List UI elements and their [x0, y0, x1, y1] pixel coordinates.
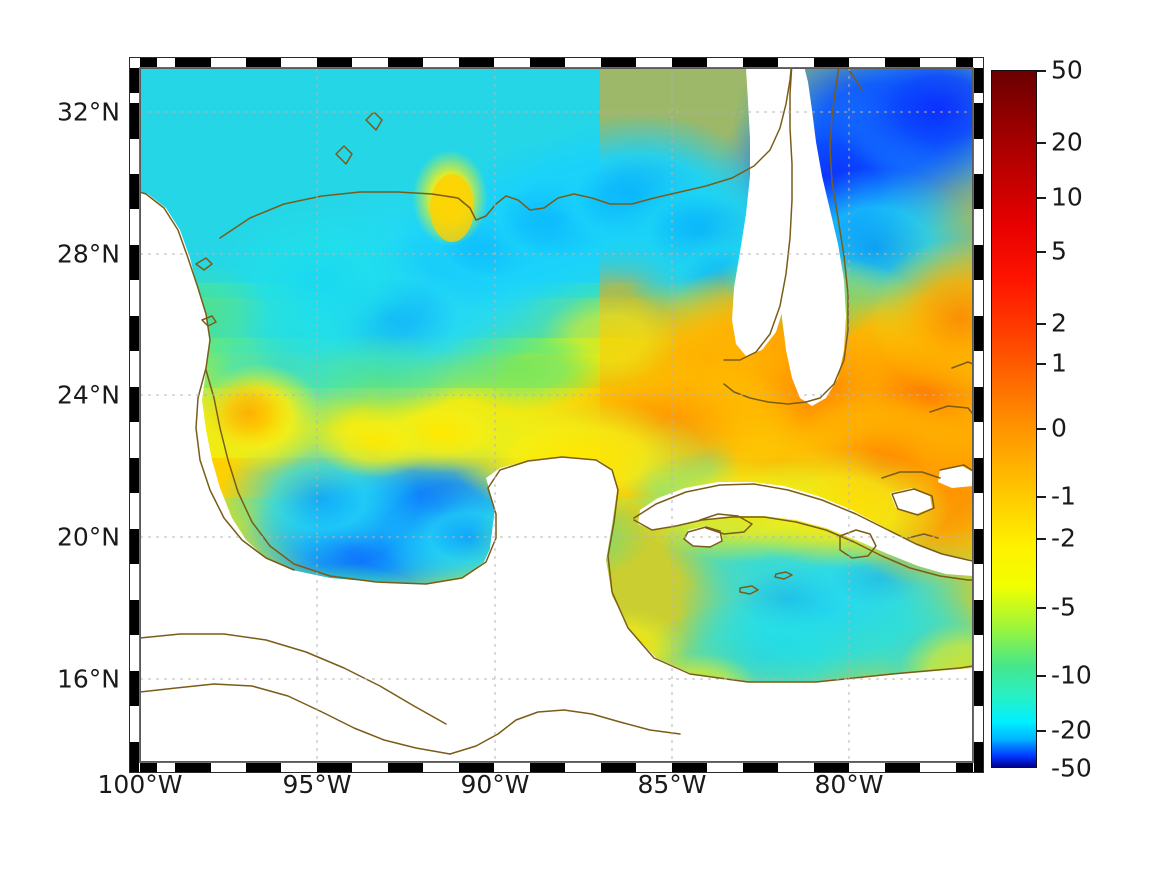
x-tick-label-85W: 85°W [637, 770, 707, 799]
map-plot-area[interactable] [129, 57, 984, 773]
colorbar-tick-10 [1037, 197, 1046, 199]
colorbar-tick-neg10 [1037, 675, 1046, 677]
x-tick-label-100W: 100°W [97, 770, 183, 799]
map-clip [140, 68, 973, 762]
colorbar-label-neg10: -10 [1051, 660, 1092, 690]
colorbar-tick-neg20 [1037, 730, 1046, 732]
colorbar-label-5: 5 [1051, 236, 1067, 266]
x-tick-label-80W: 80°W [814, 770, 884, 799]
colorbar-tick-2 [1037, 323, 1046, 325]
colorbar-gradient [991, 70, 1037, 768]
colorbar-tick-5 [1037, 251, 1046, 253]
colorbar-label-50: 50 [1051, 55, 1083, 85]
y-tick-label-32N: 32°N [56, 97, 120, 127]
colorbar-tick-neg2 [1037, 538, 1046, 540]
colorbar-label-1: 1 [1051, 348, 1067, 378]
colorbar-tick-neg5 [1037, 607, 1046, 609]
colorbar-tick-50 [1037, 70, 1046, 72]
colorbar-label-neg20: -20 [1051, 715, 1092, 745]
y-tick-label-20N: 20°N [56, 522, 120, 552]
x-tick-label-95W: 95°W [282, 770, 352, 799]
y-tick-label-28N: 28°N [56, 239, 120, 269]
colorbar-tick-1 [1037, 363, 1046, 365]
colorbar-label-neg2: -2 [1051, 523, 1076, 553]
x-tick-label-90W: 90°W [460, 770, 530, 799]
colorbar-label-neg50: -50 [1051, 753, 1092, 783]
colorbar-label-20: 20 [1051, 127, 1083, 157]
colorbar-label-0: 0 [1051, 413, 1067, 443]
colorbar-label-neg1: -1 [1051, 481, 1076, 511]
colorbar-label-neg5: -5 [1051, 592, 1076, 622]
colorbar-tick-20 [1037, 142, 1046, 144]
y-tick-label-24N: 24°N [56, 380, 120, 410]
y-tick-label-16N: 16°N [56, 664, 120, 694]
colorbar-label-10: 10 [1051, 182, 1083, 212]
map-svg [140, 68, 973, 762]
colorbar[interactable]: 50 20 10 5 2 1 0 -1 -2 -5 -10 -20 -50 [991, 56, 1092, 783]
colorbar-label-2: 2 [1051, 308, 1067, 338]
colorbar-tick-neg1 [1037, 496, 1046, 498]
colorbar-tick-0 [1037, 428, 1046, 430]
